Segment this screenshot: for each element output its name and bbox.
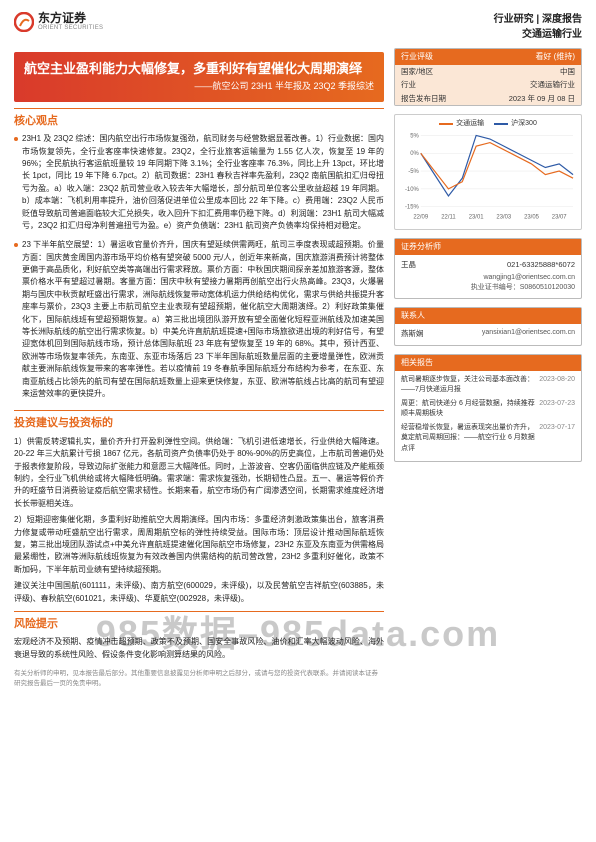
related-report-title: 周更：航司快递分 6 月经营数据，持续推荐顺丰周期板块 — [401, 399, 535, 420]
svg-text:23/05: 23/05 — [524, 215, 540, 221]
related-report-row: 周更：航司快递分 6 月经营数据，持续推荐顺丰周期板块2023-07-23 — [401, 399, 575, 420]
svg-text:-5%: -5% — [408, 169, 419, 175]
chart-legend: 交通运输 沪深300 — [399, 119, 577, 130]
header-industry: 交通运输行业 — [494, 27, 582, 42]
rating-key: 报告发布日期 — [401, 93, 446, 104]
related-report-row: 航司暑期逐步恢复，关注公司基本面改善：——7月快递运月报2023-08-20 — [401, 375, 575, 396]
logo: 东方证券 ORIENT SECURITIES — [14, 12, 103, 32]
header: 东方证券 ORIENT SECURITIES 行业研究 | 深度报告 交通运输行… — [14, 12, 582, 42]
svg-text:22/11: 22/11 — [441, 215, 455, 221]
rating-header: 行业评级 看好 (维持) — [395, 49, 581, 65]
core-body: 23H1 及 23Q2 综述：国内航空出行市场恢复强劲，航司财务与经营数据显著改… — [14, 133, 384, 404]
svg-text:0%: 0% — [410, 151, 419, 157]
invest-para: 2）短期迎密集催化期，多重利好助推航空大周期演绎。国内市场：多重经济刺激政策集出… — [14, 514, 384, 576]
related-title: 相关报告 — [395, 355, 581, 371]
analyst-row: 王晶 021-63325888*6072 — [401, 259, 575, 270]
section-invest-title: 投资建议与投资标的 — [14, 410, 384, 432]
contact-email: yansixian1@orientsec.com.cn — [482, 328, 575, 339]
title-banner: 航空主业盈利能力大幅修复，多重利好有望催化大周期演绎 ——航空公司 23H1 半… — [14, 52, 384, 102]
contact-name: 燕斯娴 — [401, 328, 424, 339]
svg-text:23/01: 23/01 — [469, 215, 484, 221]
section-core-title: 核心观点 — [14, 108, 384, 130]
logo-icon — [14, 12, 34, 32]
core-bullet: 23H1 及 23Q2 综述：国内航空出行市场恢复强劲，航司财务与经营数据显著改… — [14, 133, 384, 236]
bullet-dot-icon — [14, 137, 18, 141]
svg-text:23/03: 23/03 — [496, 215, 512, 221]
rating-value: 交通运输行业 — [530, 79, 575, 90]
analyst-box: 证券分析师 王晶 021-63325888*6072 wangjing1@orien… — [394, 238, 582, 298]
rating-key: 国家/地区 — [401, 66, 433, 77]
analyst-email: wangjing1@orientsec.com.cn — [401, 273, 575, 284]
legend-swatch — [494, 123, 508, 125]
legend-label: 沪深300 — [511, 119, 537, 130]
report-subtitle: ——航空公司 23H1 半年报及 23Q2 季报综述 — [24, 80, 374, 94]
chart-svg: 5% 0% -5% -10% -15% 22/09 22/11 23/01 23/03 23/05… — [399, 131, 577, 221]
contact-row: 燕斯娴 yansixian1@orientsec.com.cn — [401, 328, 575, 339]
rating-row: 国家/地区 中国 — [395, 65, 581, 78]
legend-item: 沪深300 — [494, 119, 537, 130]
logo-text-en: ORIENT SECURITIES — [38, 25, 103, 32]
rating-box: 行业评级 看好 (维持) 国家/地区 中国行业 交通运输行业报告发布日期 2023 年… — [394, 48, 582, 106]
risk-body: 宏观经济不及预期、疫情冲击超预期、政策不及预期、国安全事故风险、油价和汇率大幅波… — [14, 636, 384, 661]
legend-item: 交通运输 — [439, 119, 484, 130]
analyst-license: 执业证书编号：S0860510120030 — [401, 283, 575, 294]
analyst-phone: 021-63325888*6072 — [507, 259, 575, 270]
performance-chart: 交通运输 沪深300 5% 0% -5% -10% -15% 22/09 22/11 23/01… — [394, 114, 582, 231]
rating-header-right: 看好 (维持) — [535, 51, 575, 63]
svg-text:22/09: 22/09 — [413, 215, 429, 221]
bullet-dot-icon — [14, 243, 18, 247]
related-box: 相关报告 航司暑期逐步恢复，关注公司基本面改善：——7月快递运月报2023-08… — [394, 354, 582, 463]
rating-value: 2023 年 09 月 08 日 — [509, 93, 575, 104]
core-bullet: 23 下半年航空展望：1）暑运收官量价齐升，国庆有望延续供需两旺，航司三季度表现… — [14, 239, 384, 404]
invest-para: 建议关注中国国航(601111，未评级)、南方航空(600029，未评级)，以及… — [14, 580, 384, 605]
invest-body: 1）供需反转逻辑扎实，量价齐升打开盈利弹性空间。供给端：飞机引进低速增长，行业供… — [14, 436, 384, 605]
svg-text:-15%: -15% — [405, 205, 420, 211]
related-report-date: 2023-08-20 — [539, 375, 575, 396]
rating-header-left: 行业评级 — [401, 51, 433, 63]
legend-swatch — [439, 123, 453, 125]
analyst-title: 证券分析师 — [395, 239, 581, 255]
related-report-title: 经营稳增长恢复，暑运表现突出量价齐升，奠定航司周期回报：——航空行业 6 月数据… — [401, 423, 535, 455]
legend-label: 交通运输 — [456, 119, 484, 130]
report-title: 航空主业盈利能力大幅修复，多重利好有望催化大周期演绎 — [24, 60, 374, 78]
analyst-name: 王晶 — [401, 259, 416, 270]
rating-value: 中国 — [560, 66, 575, 77]
risk-text: 宏观经济不及预期、疫情冲击超预期、政策不及预期、国安全事故风险、油价和汇率大幅波… — [14, 636, 384, 661]
invest-para: 1）供需反转逻辑扎实，量价齐升打开盈利弹性空间。供给端：飞机引进低速增长，行业供… — [14, 436, 384, 510]
contact-box: 联系人 燕斯娴 yansixian1@orientsec.com.cn — [394, 307, 582, 346]
logo-text-cn: 东方证券 — [38, 12, 103, 25]
footnote: 有关分析师的申明，见本报告最后部分。其他重要信息披露见分析师申明之后部分，或请与… — [14, 669, 384, 689]
svg-text:-10%: -10% — [405, 187, 420, 193]
rating-row: 行业 交通运输行业 — [395, 78, 581, 91]
section-risk-title: 风险提示 — [14, 611, 384, 633]
related-report-date: 2023-07-17 — [539, 423, 575, 455]
svg-text:23/07: 23/07 — [552, 215, 567, 221]
rating-row: 报告发布日期 2023 年 09 月 08 日 — [395, 92, 581, 105]
header-category: 行业研究 | 深度报告 — [494, 12, 582, 27]
related-report-row: 经营稳增长恢复，暑运表现突出量价齐升，奠定航司周期回报：——航空行业 6 月数据… — [401, 423, 575, 455]
contact-title: 联系人 — [395, 308, 581, 324]
core-bullet-text: 23H1 及 23Q2 综述：国内航空出行市场恢复强劲，航司财务与经营数据显著改… — [22, 133, 384, 232]
related-report-title: 航司暑期逐步恢复，关注公司基本面改善：——7月快递运月报 — [401, 375, 535, 396]
rating-key: 行业 — [401, 79, 416, 90]
header-right: 行业研究 | 深度报告 交通运输行业 — [494, 12, 582, 42]
svg-text:5%: 5% — [410, 134, 419, 140]
related-report-date: 2023-07-23 — [539, 399, 575, 420]
core-bullet-text: 23 下半年航空展望：1）暑运收官量价齐升，国庆有望延续供需两旺，航司三季度表现… — [22, 239, 384, 400]
